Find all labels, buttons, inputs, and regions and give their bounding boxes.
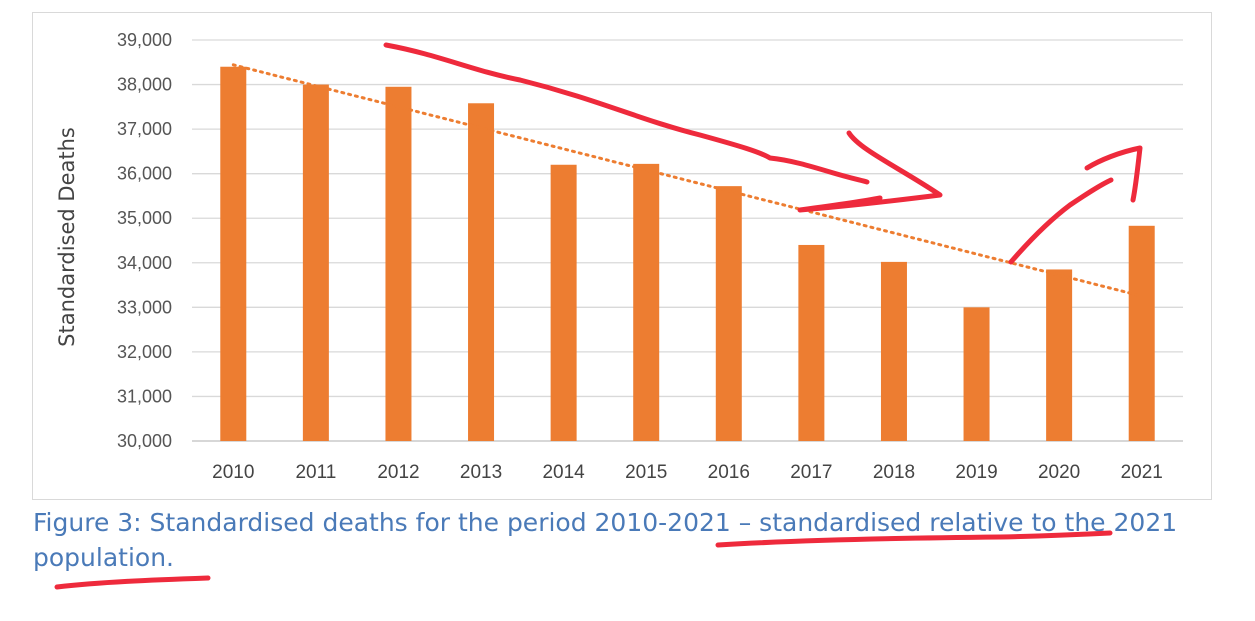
bar (715, 186, 742, 441)
bar (798, 244, 825, 441)
x-tick-label: 2012 (377, 462, 419, 483)
trendline (231, 63, 1144, 298)
y-tick-label: 38,000 (117, 75, 172, 95)
y-axis-label: Standardised Deaths (55, 127, 79, 347)
bar (1128, 225, 1155, 441)
caption-line-1: Figure 3: Standardised deaths for the pe… (33, 508, 1178, 537)
y-tick-label: 37,000 (117, 119, 172, 139)
x-tick-label: 2016 (708, 462, 750, 483)
y-tick-label: 30,000 (117, 431, 172, 451)
bar (468, 103, 495, 441)
x-tick-label: 2013 (460, 462, 502, 483)
bar (302, 84, 329, 442)
figure-caption: Figure 3: Standardised deaths for the pe… (33, 505, 1183, 575)
y-tick-label: 39,000 (117, 30, 172, 50)
bar (1046, 269, 1073, 441)
x-tick-label: 2017 (790, 462, 832, 483)
bar (385, 86, 412, 442)
x-tick-label: 2018 (873, 462, 915, 483)
bar (880, 261, 907, 441)
x-tick-label: 2010 (212, 462, 254, 483)
y-tick-label: 33,000 (117, 297, 172, 317)
x-tick-label: 2020 (1038, 462, 1080, 483)
y-tick-label: 34,000 (117, 253, 172, 273)
bar (963, 307, 990, 441)
x-tick-label: 2019 (955, 462, 997, 483)
y-tick-label: 32,000 (117, 342, 172, 362)
bar (220, 66, 247, 441)
x-tick-label: 2011 (295, 462, 336, 483)
x-tick-label: 2015 (625, 462, 667, 483)
x-tick-label: 2021 (1121, 462, 1163, 483)
bar (550, 164, 577, 441)
bar (633, 163, 660, 441)
y-tick-label: 35,000 (117, 208, 172, 228)
x-tick-label: 2014 (542, 462, 585, 483)
y-tick-label: 31,000 (117, 386, 172, 406)
caption-line-2: population. (33, 543, 174, 572)
y-tick-label: 36,000 (117, 164, 172, 184)
